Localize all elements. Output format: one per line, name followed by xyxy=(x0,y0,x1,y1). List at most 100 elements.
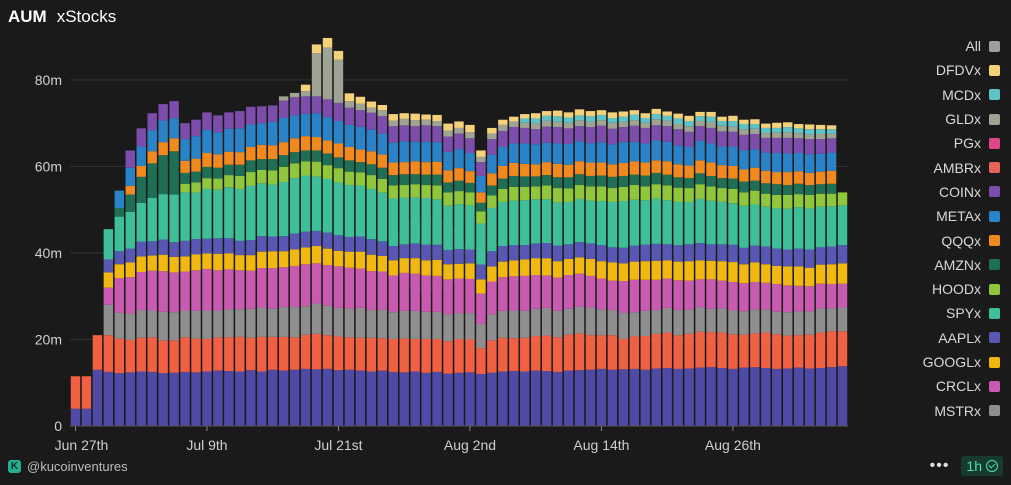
bar-segment[interactable] xyxy=(509,116,519,122)
bar-segment[interactable] xyxy=(114,338,125,374)
bar-segment[interactable] xyxy=(563,370,574,426)
bar-segment[interactable] xyxy=(640,336,650,370)
bar-segment[interactable] xyxy=(717,368,727,426)
bar-segment[interactable] xyxy=(520,310,530,338)
bar-segment[interactable] xyxy=(388,185,398,199)
bar-segment[interactable] xyxy=(432,142,442,162)
bar-segment[interactable] xyxy=(322,37,333,48)
bar-segment[interactable] xyxy=(421,372,431,426)
bar-segment[interactable] xyxy=(629,161,640,175)
bar-segment[interactable] xyxy=(300,175,311,232)
bar-segment[interactable] xyxy=(180,160,190,173)
bar-segment[interactable] xyxy=(344,101,355,108)
bar-segment[interactable] xyxy=(377,255,388,272)
bar-segment[interactable] xyxy=(574,185,585,199)
bar-segment[interactable] xyxy=(662,260,672,279)
bar-segment[interactable] xyxy=(498,201,508,247)
bar-segment[interactable] xyxy=(618,127,629,143)
bar-segment[interactable] xyxy=(443,123,453,131)
bar-segment[interactable] xyxy=(158,104,168,121)
bar-segment[interactable] xyxy=(235,111,245,129)
bar-segment[interactable] xyxy=(640,261,650,280)
bar-segment[interactable] xyxy=(289,337,300,370)
bar-segment[interactable] xyxy=(673,164,683,178)
bar-segment[interactable] xyxy=(147,113,157,131)
bar-segment[interactable] xyxy=(487,195,497,208)
bar-segment[interactable] xyxy=(432,259,442,276)
bar-segment[interactable] xyxy=(322,335,333,369)
bar-segment[interactable] xyxy=(761,206,771,247)
bar-segment[interactable] xyxy=(333,336,344,371)
bar-segment[interactable] xyxy=(388,198,398,247)
bar-segment[interactable] xyxy=(268,145,278,160)
bar-segment[interactable] xyxy=(793,207,804,249)
bar-segment[interactable] xyxy=(410,141,420,162)
bar-segment[interactable] xyxy=(377,338,388,371)
bar-segment[interactable] xyxy=(728,121,738,127)
bar-segment[interactable] xyxy=(596,162,607,176)
bar-segment[interactable] xyxy=(169,151,179,195)
bar-segment[interactable] xyxy=(410,258,420,274)
bar-segment[interactable] xyxy=(125,339,135,373)
bar-segment[interactable] xyxy=(552,188,563,203)
bar-segment[interactable] xyxy=(673,245,683,262)
bar-segment[interactable] xyxy=(662,278,672,308)
bar-segment[interactable] xyxy=(673,280,683,311)
bar-segment[interactable] xyxy=(651,114,661,120)
bar-segment[interactable] xyxy=(596,186,607,202)
bar-segment[interactable] xyxy=(793,285,804,312)
bar-segment[interactable] xyxy=(761,368,771,426)
bar-segment[interactable] xyxy=(684,165,694,179)
bar-segment[interactable] xyxy=(136,256,146,272)
bar-segment[interactable] xyxy=(793,138,804,154)
bar-segment[interactable] xyxy=(344,185,355,237)
bar-segment[interactable] xyxy=(552,121,563,128)
bar-segment[interactable] xyxy=(541,126,552,143)
bar-segment[interactable] xyxy=(355,251,366,269)
bar-segment[interactable] xyxy=(322,140,333,154)
bar-segment[interactable] xyxy=(158,271,168,312)
bar-segment[interactable] xyxy=(804,311,815,335)
bar-segment[interactable] xyxy=(793,183,804,195)
bar-segment[interactable] xyxy=(465,138,475,154)
bar-segment[interactable] xyxy=(268,170,278,185)
bar-segment[interactable] xyxy=(235,270,245,310)
bar-segment[interactable] xyxy=(388,114,398,121)
bar-segment[interactable] xyxy=(344,124,355,147)
bar-segment[interactable] xyxy=(695,116,705,122)
bar-segment[interactable] xyxy=(793,133,804,139)
bar-segment[interactable] xyxy=(454,249,464,264)
bar-segment[interactable] xyxy=(761,133,771,138)
bar-segment[interactable] xyxy=(443,341,453,374)
bar-segment[interactable] xyxy=(410,184,420,198)
bar-segment[interactable] xyxy=(618,116,629,122)
bar-segment[interactable] xyxy=(662,307,672,333)
bar-segment[interactable] xyxy=(355,162,366,173)
bar-segment[interactable] xyxy=(454,278,464,314)
legend-item-mcdx[interactable]: MCDx xyxy=(850,83,1000,107)
bar-segment[interactable] xyxy=(585,175,596,187)
bar-segment[interactable] xyxy=(640,279,650,311)
bar-segment[interactable] xyxy=(673,201,683,246)
bar-segment[interactable] xyxy=(717,121,727,126)
bar-segment[interactable] xyxy=(322,232,333,249)
bar-segment[interactable] xyxy=(333,266,344,308)
bar-segment[interactable] xyxy=(717,178,727,189)
legend-item-metax[interactable]: METAx xyxy=(850,204,1000,228)
bar-segment[interactable] xyxy=(454,204,464,250)
bar-segment[interactable] xyxy=(443,249,453,265)
bar-segment[interactable] xyxy=(662,161,672,175)
bar-segment[interactable] xyxy=(673,145,683,165)
bar-segment[interactable] xyxy=(278,267,289,308)
bar-segment[interactable] xyxy=(125,194,135,212)
bar-segment[interactable] xyxy=(366,239,377,255)
bar-segment[interactable] xyxy=(278,336,289,371)
bar-segment[interactable] xyxy=(377,154,388,168)
bar-segment[interactable] xyxy=(728,203,738,245)
bar-segment[interactable] xyxy=(585,335,596,370)
bar-segment[interactable] xyxy=(114,190,125,208)
bar-segment[interactable] xyxy=(136,202,146,242)
bar-segment[interactable] xyxy=(421,125,431,142)
bar-segment[interactable] xyxy=(92,369,103,426)
bar-segment[interactable] xyxy=(761,152,771,171)
